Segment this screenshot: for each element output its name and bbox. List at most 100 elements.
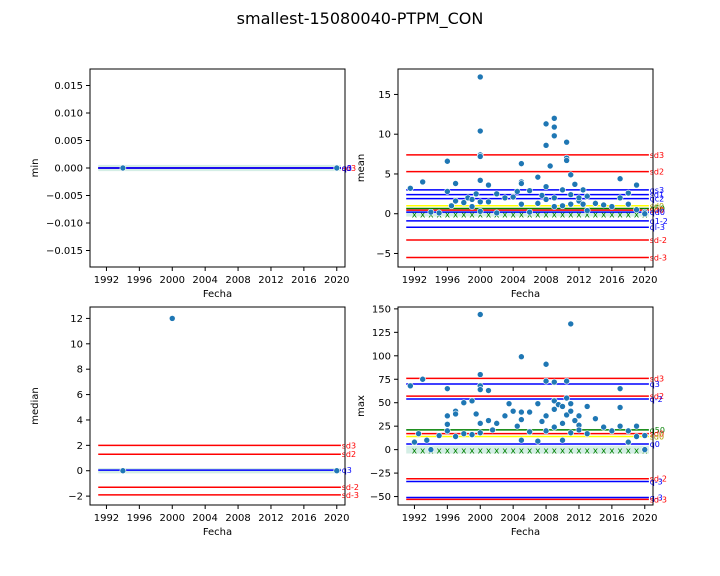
- x-tick-label: 2016: [599, 513, 624, 524]
- rug-mark: x: [593, 211, 599, 221]
- y-tick-label: 10: [70, 339, 83, 350]
- data-point: [435, 432, 443, 439]
- hline-label-sd2: sd2: [342, 450, 356, 459]
- data-point: [485, 198, 492, 206]
- data-point: [518, 408, 525, 416]
- rug-mark: x: [626, 211, 632, 221]
- x-tick-label: 2016: [599, 275, 624, 286]
- data-point: [476, 208, 484, 215]
- hline-label-q-3: q-3: [650, 478, 663, 487]
- rug-mark: x: [412, 211, 418, 221]
- x-tick-label: 2000: [160, 513, 185, 524]
- data-point: [419, 375, 426, 383]
- hline-label-sd-2: sd-2: [342, 483, 359, 492]
- x-tick-label: 2016: [291, 275, 316, 286]
- rug-mark: x: [535, 211, 541, 221]
- hline-label-q3: q3: [342, 466, 352, 475]
- rug-mark: x: [436, 447, 442, 457]
- data-point: [567, 320, 575, 328]
- rug-mark: x: [585, 211, 591, 221]
- y-axis-label: mean: [356, 154, 367, 182]
- data-point: [435, 209, 443, 217]
- y-tick-label: 50: [378, 398, 391, 409]
- x-tick-label: 2000: [160, 275, 185, 286]
- rug-mark: x: [543, 211, 549, 221]
- rug-mark: x: [494, 447, 500, 457]
- rug-mark: x: [552, 447, 558, 457]
- x-axis-label: Fecha: [203, 527, 232, 538]
- y-tick-label: 75: [378, 375, 391, 386]
- data-point: [501, 412, 509, 420]
- rug-mark: x: [601, 447, 607, 457]
- data-point: [452, 180, 459, 187]
- data-point: [476, 386, 484, 393]
- data-point: [592, 415, 599, 422]
- hline-label-sd1: sd1: [650, 191, 664, 200]
- x-tick-label: 2008: [225, 513, 250, 524]
- data-point: [550, 423, 558, 431]
- data-point: [476, 420, 484, 427]
- x-tick-label: 2012: [258, 513, 283, 524]
- data-point: [509, 407, 517, 415]
- hline-label-q-3: q-3: [650, 493, 663, 502]
- hline-label-q3: q3: [342, 164, 352, 173]
- data-point: [575, 426, 583, 434]
- rug-mark: x: [576, 447, 582, 457]
- data-point: [567, 407, 575, 415]
- data-point: [534, 200, 542, 207]
- rug-mark: x: [626, 447, 632, 457]
- data-point: [550, 123, 558, 131]
- data-point: [407, 184, 414, 192]
- data-point: [468, 397, 476, 405]
- y-tick-label: 5: [385, 169, 391, 180]
- x-tick-label: 2020: [324, 513, 349, 524]
- data-point: [452, 410, 459, 418]
- data-point: [489, 426, 496, 434]
- x-tick-label: 2012: [566, 275, 591, 286]
- rug-mark: x: [445, 447, 451, 457]
- x-tick-label: 2008: [533, 275, 558, 286]
- y-tick-label: 15: [378, 90, 391, 101]
- y-tick-label: 100: [372, 351, 391, 362]
- data-point: [444, 385, 451, 392]
- data-point: [501, 194, 509, 202]
- rug-mark: x: [527, 447, 533, 457]
- rug-mark: x: [420, 447, 426, 457]
- rug-mark: x: [576, 211, 582, 221]
- data-point: [448, 202, 455, 210]
- data-point: [476, 429, 484, 437]
- y-tick-label: 10: [378, 130, 391, 141]
- data-point: [563, 138, 570, 146]
- data-point: [567, 429, 575, 437]
- data-point: [567, 200, 575, 208]
- y-axis-label: min: [30, 159, 41, 178]
- rug-mark: x: [420, 211, 426, 221]
- data-point: [542, 377, 550, 385]
- axes-frame: [89, 306, 346, 506]
- data-point: [559, 436, 566, 444]
- data-point: [559, 420, 566, 427]
- x-tick-label: 1992: [94, 275, 119, 286]
- data-point: [476, 73, 484, 81]
- y-tick-label: 0: [385, 209, 391, 220]
- data-point: [616, 194, 624, 202]
- hline-label-qs3: qs3: [650, 186, 664, 195]
- y-tick-label: 0.015: [54, 81, 83, 92]
- data-point: [542, 427, 550, 435]
- hline-label-sd0: sd0: [650, 202, 664, 211]
- data-point: [518, 180, 525, 187]
- data-point: [550, 194, 558, 202]
- x-tick-label: 2004: [500, 275, 525, 286]
- data-point: [534, 437, 542, 445]
- y-tick-label: 4: [77, 415, 83, 426]
- hline-label-ql-3: ql-3: [650, 223, 665, 232]
- y-tick-label: −50: [370, 492, 391, 503]
- data-point: [559, 403, 566, 410]
- plot-area: xxxxxxxxxxxxxxxxxxxxxxxxxxxxx: [406, 311, 649, 501]
- data-point: [526, 208, 533, 216]
- data-point: [575, 194, 583, 202]
- data-point: [423, 436, 431, 444]
- y-tick-label: 125: [372, 328, 391, 339]
- data-point: [583, 430, 591, 437]
